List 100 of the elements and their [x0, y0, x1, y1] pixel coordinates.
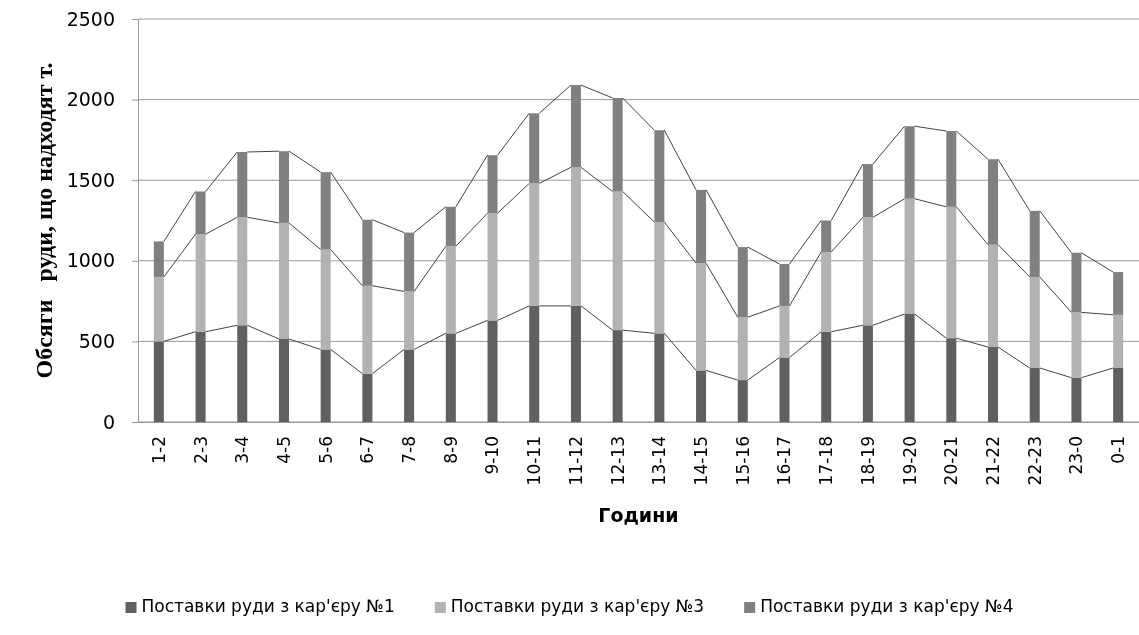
- bar: [320, 349, 331, 422]
- bar: [1029, 368, 1040, 422]
- x-tick-label: 1-2: [148, 436, 169, 464]
- bar: [529, 183, 540, 306]
- bar: [612, 97, 623, 192]
- x-tick-label: 7-8: [399, 436, 420, 464]
- bar: [445, 246, 456, 334]
- bar: [988, 347, 999, 422]
- bar: [404, 349, 415, 422]
- bar: [445, 206, 456, 247]
- bar: [988, 159, 999, 245]
- bar: [779, 357, 790, 422]
- x-tick-label: 21-22: [982, 436, 1003, 486]
- bar: [278, 151, 289, 223]
- bar: [153, 276, 164, 342]
- bar: [612, 330, 623, 422]
- x-tick-label: 12-13: [607, 436, 628, 486]
- bar: [153, 241, 164, 277]
- bar: [195, 331, 206, 422]
- bar: [654, 222, 665, 334]
- y-tick-label: 500: [78, 329, 115, 352]
- bar: [821, 251, 832, 332]
- bar: [696, 263, 707, 371]
- bar: [821, 331, 832, 422]
- bar: [320, 249, 331, 350]
- x-tick-label: 5-6: [315, 436, 336, 464]
- x-tick-label: 9-10: [482, 436, 503, 475]
- bar: [362, 219, 373, 286]
- y-tick-label: 1500: [66, 168, 115, 191]
- x-tick-label: 4-5: [273, 436, 294, 464]
- bar: [362, 285, 373, 374]
- y-tick-label: 2500: [66, 7, 115, 30]
- bar: [237, 325, 248, 422]
- bar: [570, 167, 581, 306]
- y-tick-label: 2000: [66, 88, 115, 111]
- bar: [1113, 314, 1124, 368]
- legend-label: Поставки руди з кар'єру №4: [760, 596, 1014, 616]
- x-tick-label: 8-9: [440, 436, 461, 464]
- bar: [654, 130, 665, 223]
- x-tick-label: 22-23: [1024, 436, 1045, 486]
- bar: [404, 291, 415, 350]
- bar: [445, 333, 456, 422]
- bar: [779, 264, 790, 306]
- bar: [487, 155, 498, 214]
- x-axis-title: Години: [598, 504, 679, 526]
- bar: [237, 217, 248, 326]
- x-tick-label: 23-0: [1066, 436, 1087, 475]
- bar: [737, 247, 748, 318]
- bar: [195, 191, 206, 235]
- bar: [1113, 272, 1124, 315]
- bar: [904, 126, 915, 199]
- bar: [904, 198, 915, 314]
- bar: [153, 341, 164, 422]
- bar: [696, 370, 707, 422]
- x-tick-label: 15-16: [732, 436, 753, 486]
- bar: [654, 333, 665, 422]
- bar: [821, 220, 832, 252]
- bar: [1071, 377, 1082, 422]
- bar: [737, 380, 748, 422]
- bar: [529, 305, 540, 422]
- bar: [237, 151, 248, 218]
- bar: [195, 234, 206, 332]
- y-tick-label: 0: [102, 410, 115, 433]
- x-tick-label: 13-14: [649, 436, 670, 486]
- bar: [862, 164, 873, 218]
- bar: [612, 191, 623, 331]
- x-tick-label: 19-20: [899, 436, 920, 486]
- x-tick-label: 10-11: [524, 436, 545, 486]
- x-tick-label: 6-7: [357, 436, 378, 464]
- bar: [862, 217, 873, 326]
- bar: [1029, 276, 1040, 368]
- bar: [570, 85, 581, 168]
- bar: [278, 338, 289, 422]
- bar: [570, 305, 581, 422]
- x-tick-label: 20-21: [941, 436, 962, 486]
- bar: [946, 131, 957, 207]
- x-tick-label: 17-18: [816, 436, 837, 486]
- x-tick-label: 2-3: [190, 436, 211, 464]
- bar: [737, 317, 748, 381]
- bar: [1071, 252, 1082, 313]
- x-tick-label: 0-1: [1108, 436, 1129, 464]
- bar: [487, 320, 498, 422]
- bar: [988, 244, 999, 348]
- bar: [529, 113, 540, 184]
- x-tick-label: 11-12: [565, 436, 586, 486]
- bar: [1071, 312, 1082, 378]
- bar: [487, 213, 498, 321]
- bar: [862, 325, 873, 422]
- x-tick-label: 3-4: [232, 436, 253, 464]
- bar: [320, 172, 331, 250]
- x-tick-label: 18-19: [857, 436, 878, 486]
- bar: [696, 189, 707, 264]
- bar: [404, 232, 415, 292]
- bar: [1113, 368, 1124, 422]
- y-axis-title: Обсяги руди, що надходят т.: [31, 62, 57, 379]
- bar: [362, 373, 373, 422]
- bar: [904, 314, 915, 422]
- x-tick-label: 14-15: [691, 436, 712, 486]
- bar: [946, 206, 957, 339]
- legend-label: Поставки руди з кар'єру №1: [141, 596, 395, 616]
